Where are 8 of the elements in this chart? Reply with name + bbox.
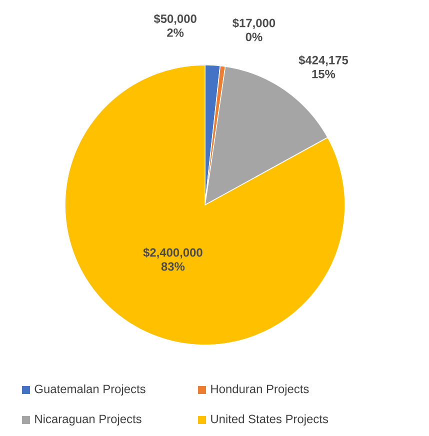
legend-label: Guatemalan Projects <box>34 384 146 396</box>
data-label: $17,000 0% <box>232 18 276 42</box>
data-label: $50,000 2% <box>154 14 196 37</box>
legend-label: Honduran Projects <box>211 384 309 396</box>
legend-label: Nicaraguan Projects <box>35 414 142 426</box>
data-label: $2,400,000 83% <box>143 248 202 271</box>
data-label: $424,175 15% <box>298 55 348 78</box>
legend-label: United States Projects <box>211 414 328 426</box>
